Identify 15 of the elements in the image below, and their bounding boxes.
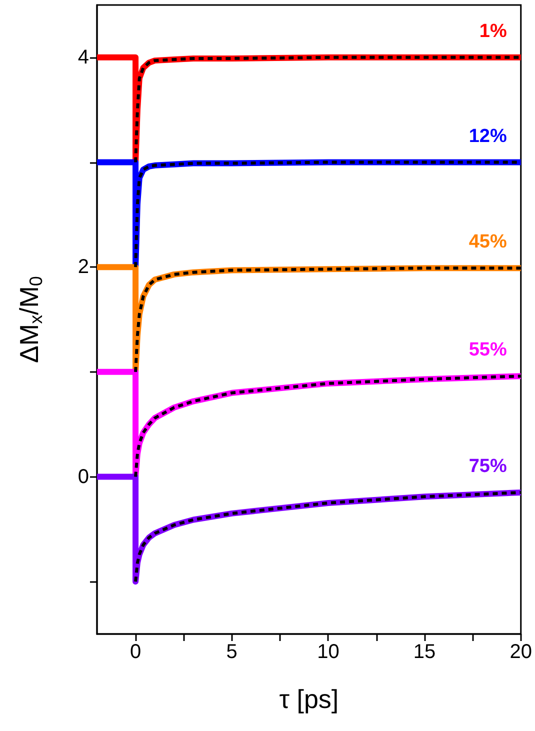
x-tick-label: 0 xyxy=(130,641,142,663)
series-label: 55% xyxy=(468,340,507,361)
series-label: 75% xyxy=(468,456,507,477)
series-label: 1% xyxy=(479,20,507,42)
x-tick-label: 10 xyxy=(317,641,340,663)
x-tick-label: 15 xyxy=(413,641,436,663)
x-axis-title: τ [ps] xyxy=(279,684,339,714)
x-tick-label: 20 xyxy=(510,641,532,663)
series-label: 12% xyxy=(468,126,507,147)
series-label: 45% xyxy=(468,232,507,253)
y-tick-label: 2 xyxy=(78,256,89,278)
x-tick-label: 5 xyxy=(226,641,238,663)
y-axis-title: ΔMx/M0 xyxy=(14,276,46,363)
y-tick-label: 0 xyxy=(78,466,89,488)
y-tick-label: 4 xyxy=(78,46,89,68)
